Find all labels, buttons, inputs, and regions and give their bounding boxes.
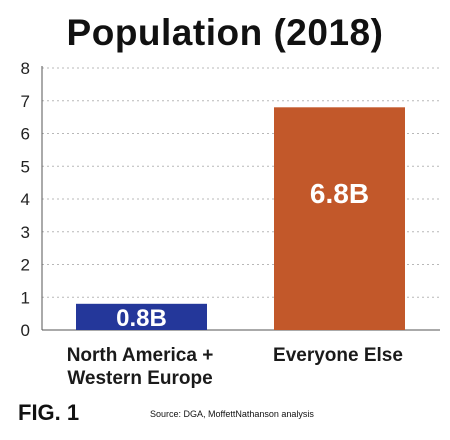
data-label-1: 6.8B: [310, 178, 369, 209]
bar-0: [76, 303, 207, 330]
data-label-0: 0.8B: [116, 305, 167, 332]
y-tick-label-4: 4: [21, 190, 30, 209]
source-note: Source: DGA, MoffettNathanson analysis: [150, 409, 314, 419]
y-tick-label-6: 6: [21, 125, 30, 144]
y-tick-label-2: 2: [21, 256, 30, 275]
x-tick-label-north-america-western-europe: North America + Western Europe: [66, 345, 214, 389]
y-tick-label-7: 7: [21, 92, 30, 111]
x-tick-label-everyone-else: Everyone Else: [273, 345, 403, 366]
y-tick-label-1: 1: [21, 288, 30, 307]
chart-title: Population (2018): [66, 12, 384, 53]
y-tick-label-3: 3: [21, 223, 30, 242]
y-tick-label-8: 8: [21, 59, 30, 78]
bar-1: [274, 107, 405, 330]
figure-label: FIG. 1: [18, 400, 80, 425]
y-tick-label-0: 0: [21, 321, 30, 340]
y-tick-label-5: 5: [21, 157, 30, 176]
